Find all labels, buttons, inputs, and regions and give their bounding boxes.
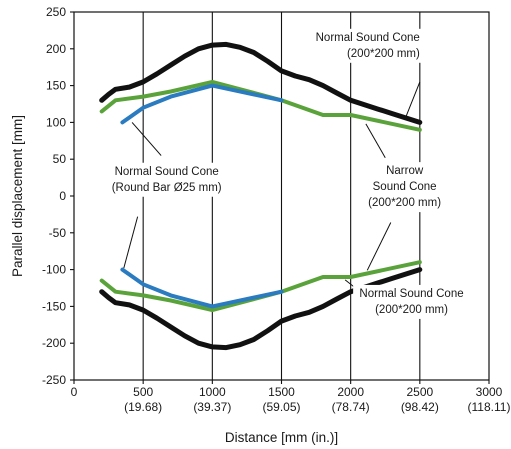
annotation-pointer <box>405 81 421 117</box>
x-tick-sublabel: (19.68) <box>124 400 162 414</box>
y-tick-label: 150 <box>46 79 66 93</box>
annotation-pointer <box>365 123 386 158</box>
annotations: Normal Sound Cone (200*200 mm) Narrow Sound… <box>105 28 470 319</box>
annotation-label-2: (200*200 mm) <box>368 197 441 209</box>
annotation-label-4: (200*200 mm) <box>375 304 448 316</box>
x-tick-label: 1000 <box>199 385 226 399</box>
x-tick-label: 2000 <box>337 385 364 399</box>
axis-ticks: 0 500(19.68)1000(39.37)1500(59.05)2000(78… <box>42 5 510 414</box>
annotation-background <box>307 28 424 63</box>
x-tick-label: 1500 <box>268 385 295 399</box>
x-tick-sublabel: (118.11) <box>468 400 511 414</box>
x-tick-label: 0 <box>71 385 78 399</box>
annotation-background <box>105 162 229 197</box>
x-tick-sublabel: (39.37) <box>193 400 231 414</box>
annotation-label-1: (200*200 mm) <box>347 48 420 60</box>
x-tick-label: 500 <box>133 385 153 399</box>
x-tick-label: 2500 <box>406 385 433 399</box>
series-line-3 <box>99 79 422 132</box>
x-axis-title: Distance [mm (in.)] <box>225 430 338 445</box>
y-tick-label: 100 <box>46 115 66 129</box>
series-line-6 <box>120 267 284 309</box>
annotation-label-2: Narrow <box>386 165 424 177</box>
annotation-pointer <box>366 222 392 271</box>
y-tick-label: 250 <box>46 5 66 19</box>
y-tick-label: -200 <box>42 336 66 350</box>
y-axis-title: Parallel displacement [mm] <box>10 115 25 277</box>
x-tick-sublabel: (78.74) <box>332 400 370 414</box>
annotation-label-4: Normal Sound Cone <box>359 288 463 300</box>
annotation-pointer <box>131 122 162 156</box>
annotation-label-3: Normal Sound Cone <box>115 166 219 178</box>
y-tick-label: -100 <box>42 263 66 277</box>
annotation-pointer <box>123 216 139 269</box>
y-tick-label: 200 <box>46 42 66 56</box>
y-tick-label: 50 <box>53 152 67 166</box>
annotation-background <box>353 284 470 319</box>
annotation-label-3: (Round Bar Ø25 mm) <box>112 182 222 194</box>
x-tick-sublabel: (98.42) <box>401 400 439 414</box>
series-line-1 <box>99 41 423 125</box>
y-tick-label: 0 <box>59 189 66 203</box>
y-tick-label: -50 <box>49 226 67 240</box>
x-tick-sublabel: (59.05) <box>262 400 300 414</box>
y-tick-label: -150 <box>42 299 66 313</box>
series-lines <box>99 41 423 351</box>
annotation-background <box>362 162 448 213</box>
annotation-label-1: Normal Sound Cone <box>316 32 420 44</box>
x-tick-label: 3000 <box>476 385 503 399</box>
series-line-5 <box>120 83 284 125</box>
annotation-label-2: Sound Cone <box>373 181 437 193</box>
series-line-4 <box>99 260 422 313</box>
y-tick-label: -250 <box>42 373 66 387</box>
